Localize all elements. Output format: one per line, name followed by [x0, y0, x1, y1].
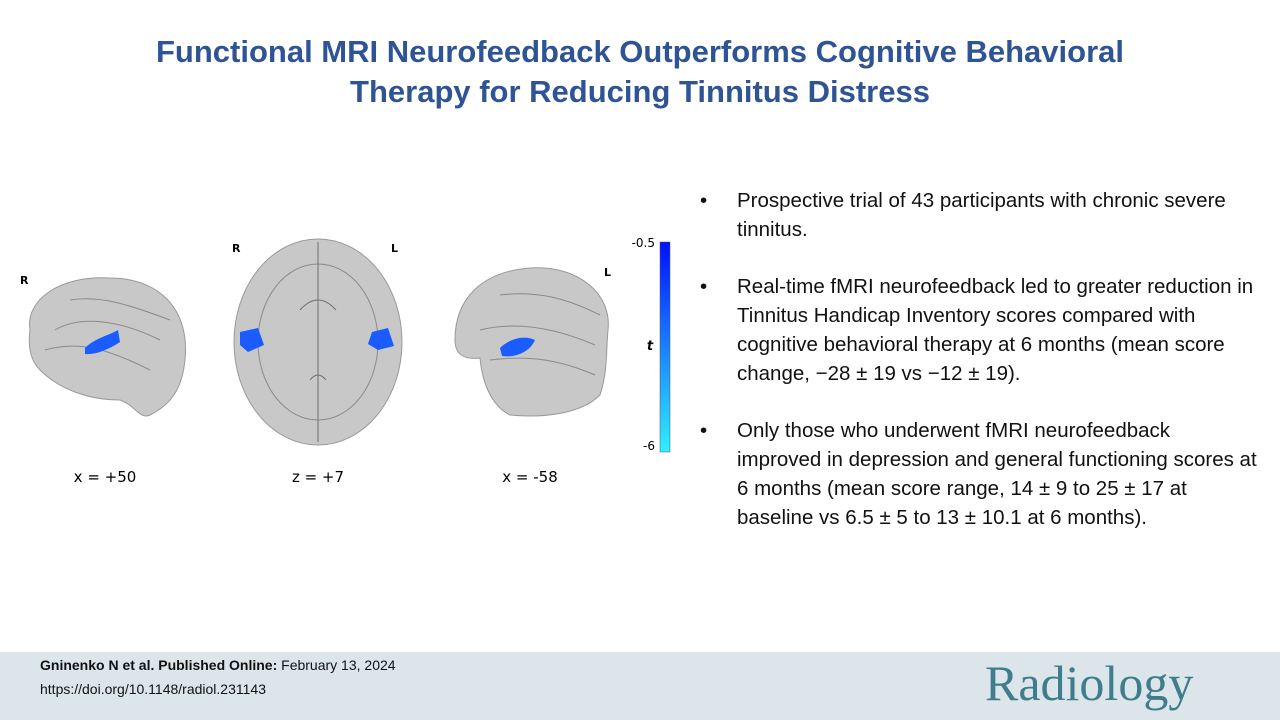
orientation-label: L	[604, 266, 611, 279]
axial-brain	[233, 238, 403, 446]
bullet: Real-time fMRI neurofeedback led to grea…	[700, 272, 1260, 388]
colorbar	[659, 241, 671, 453]
logo: Radiology	[985, 655, 1194, 711]
footer: Gninenko N et al. Published Online: Febr…	[0, 652, 1280, 720]
colorbar-label: -0.5	[632, 236, 655, 250]
sagittal-brain	[28, 277, 187, 417]
citation: Gninenko N et al. Published Online:	[40, 657, 278, 673]
sagittal-brain	[454, 267, 609, 417]
doi: https://doi.org/10.1148/radiol.231143	[40, 681, 266, 697]
orientation-label: R	[232, 242, 241, 255]
title: Functional MRI Neurofeedback Outperforms…	[155, 34, 1125, 109]
panel-caption: z = +7	[292, 468, 344, 486]
citation-line: Gninenko N et al. Published Online: Febr…	[40, 657, 396, 673]
colorbar-label: -6	[643, 439, 655, 453]
brain-figure: R x = +50 R L z = +7 L x = -58 -0.5 -6 t	[20, 236, 671, 486]
bullet-list: Prospective trial of 43 participants wit…	[700, 186, 1260, 560]
bullet: Only those who underwent fMRI neurofeedb…	[700, 416, 1260, 532]
orientation-label: L	[391, 242, 398, 255]
panel-caption: x = -58	[502, 468, 557, 486]
orientation-label: R	[20, 274, 29, 287]
panel-caption: x = +50	[74, 468, 137, 486]
colorbar-axis-label: t	[647, 339, 654, 354]
bullet: Prospective trial of 43 participants wit…	[700, 186, 1260, 244]
date: February 13, 2024	[281, 657, 396, 673]
